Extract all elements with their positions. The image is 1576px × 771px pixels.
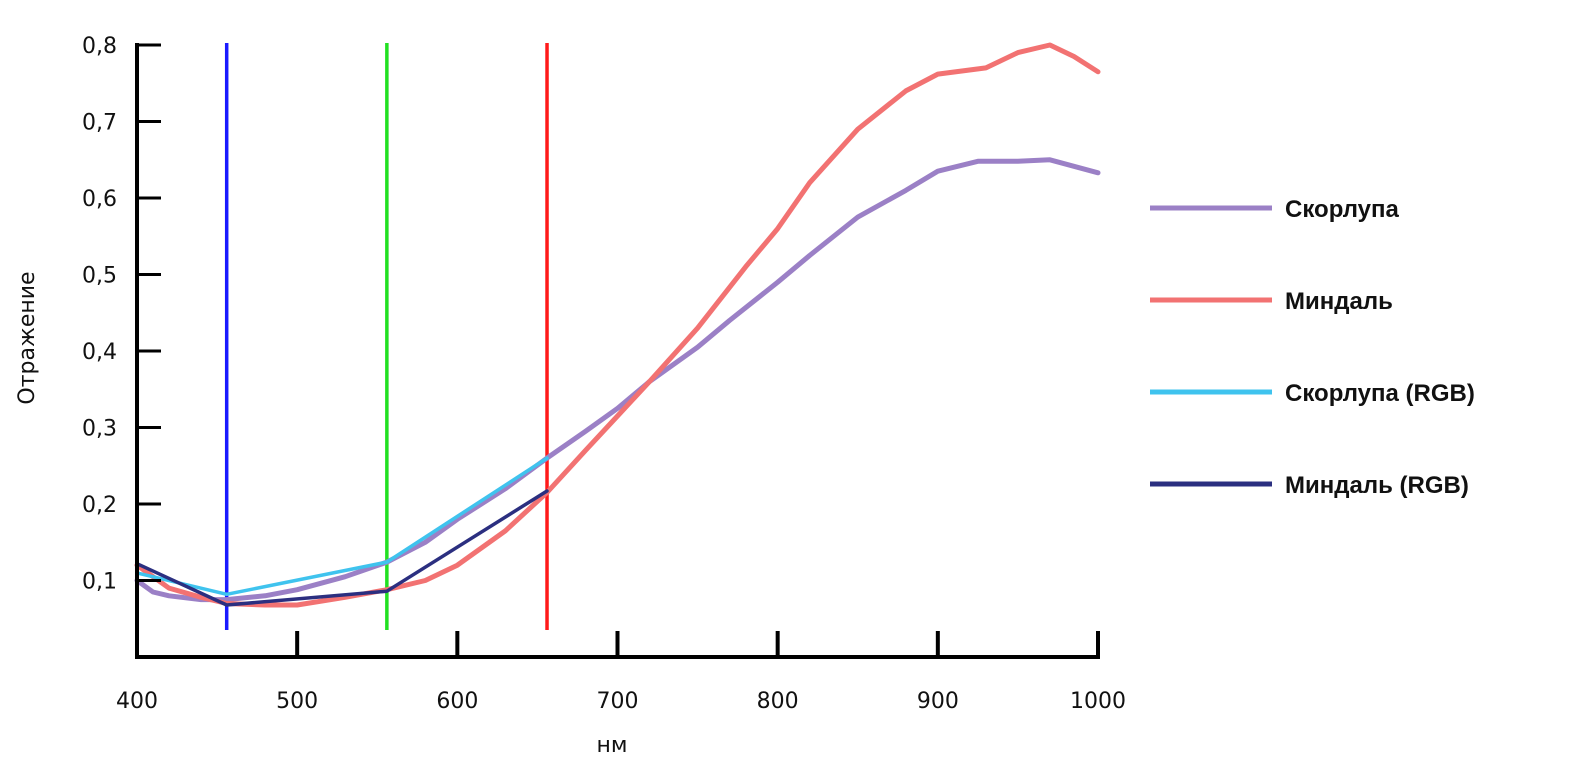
y-axis-label: Отражение: [15, 271, 40, 404]
x-tick-label: 700: [597, 689, 639, 714]
y-tick-label: 0,7: [82, 111, 117, 136]
series-line-2: [134, 42, 1101, 608]
x-tick-label: 1000: [1070, 689, 1126, 714]
x-tick-label: 800: [757, 689, 799, 714]
axes: 400 500 600 700 800 900 1000 0,1 0,2 0,3 0,4 0,5 0,6…: [82, 34, 1126, 714]
series-line-4: [135, 489, 549, 607]
legend-label: Скорлупа (RGB): [1285, 380, 1475, 407]
legend: Скорлупа Миндаль Скорлупа (RGB) Миндаль (RG…: [1150, 196, 1475, 499]
x-tick-label: 900: [917, 689, 959, 714]
x-tick-label: 400: [116, 689, 158, 714]
series-line-1: [134, 157, 1101, 603]
y-tick-label: 0,4: [82, 340, 117, 365]
vertical-markers: [224, 43, 549, 630]
y-tick-label: 0,5: [82, 264, 117, 289]
y-tick-label: 0,2: [82, 493, 117, 518]
y-tick-label: 0,3: [82, 417, 117, 442]
legend-label: Миндаль: [1285, 288, 1393, 315]
x-tick-label: 600: [436, 689, 478, 714]
y-tick-label: 0,8: [82, 34, 117, 59]
x-tick-label: 500: [276, 689, 318, 714]
y-tick-label: 0,1: [82, 570, 117, 595]
series-lines: [134, 42, 1101, 608]
legend-label: Скорлупа: [1285, 196, 1400, 223]
y-tick-label: 0,6: [82, 187, 117, 212]
series-line-3: [135, 456, 549, 597]
x-axis-label: нм: [597, 733, 628, 758]
legend-label: Миндаль (RGB): [1285, 472, 1469, 499]
